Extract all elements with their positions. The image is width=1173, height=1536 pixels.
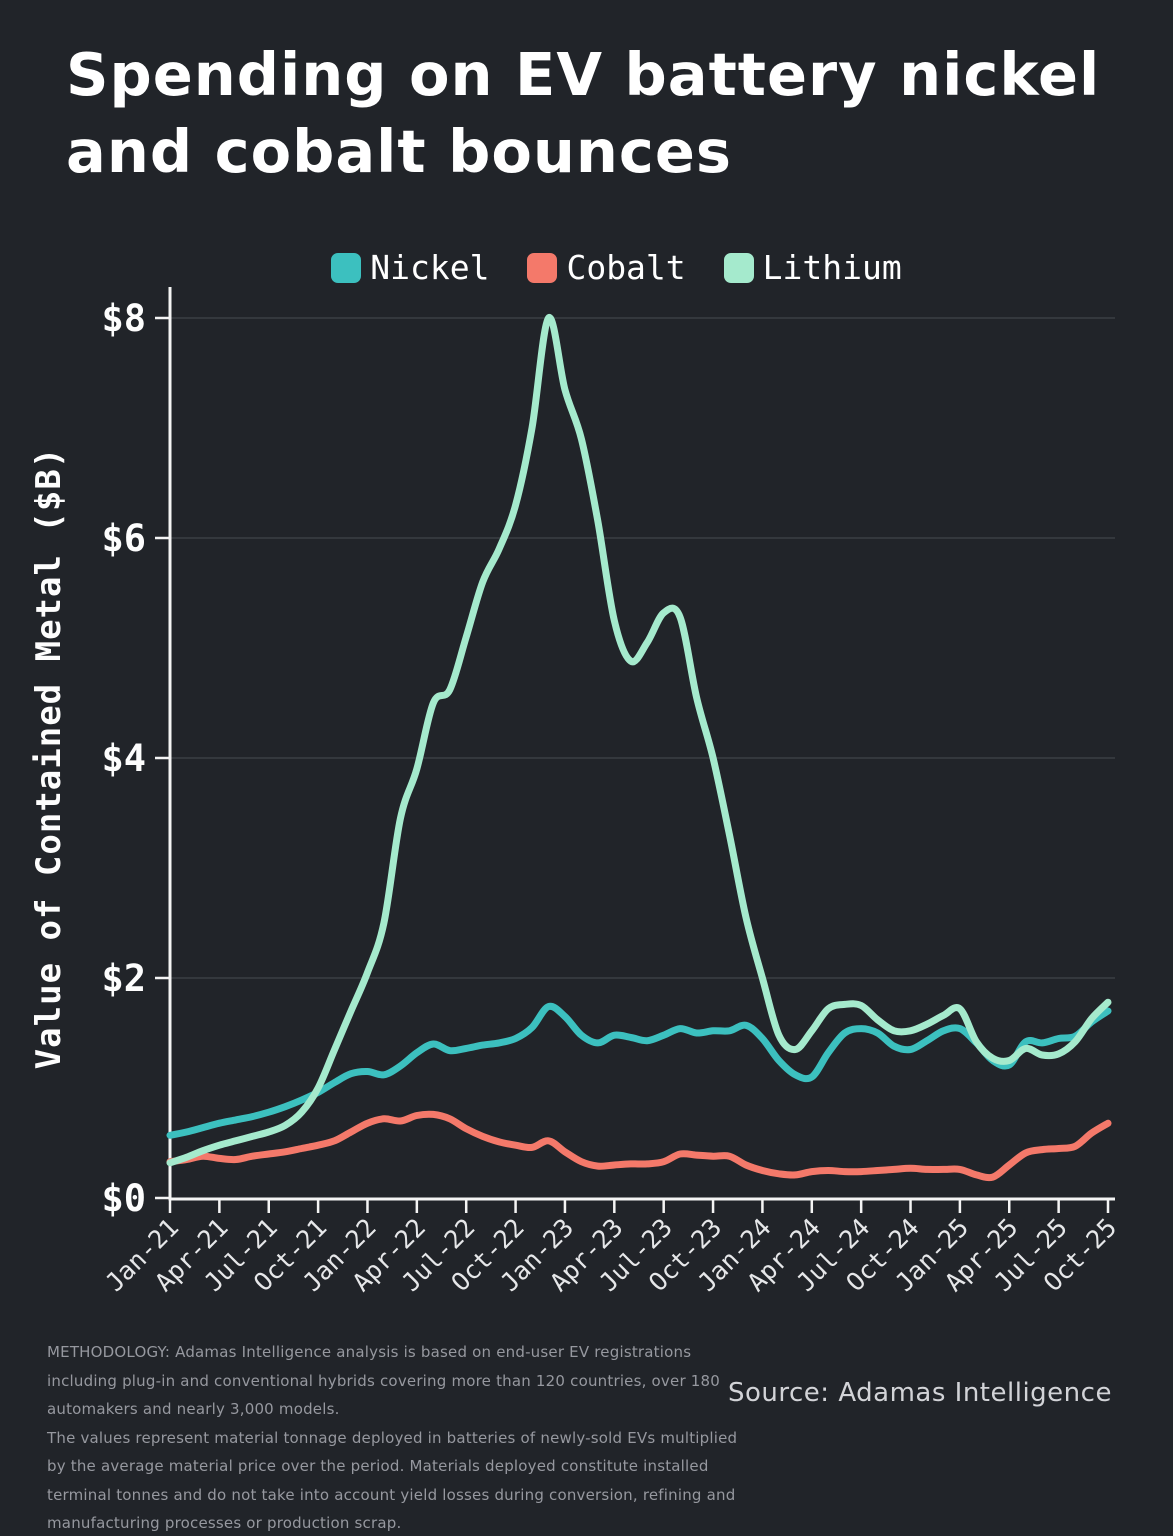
legend-swatch-nickel	[331, 252, 362, 283]
series-line-nickel	[166, 1002, 1112, 1139]
series-line-cobalt	[166, 1110, 1112, 1182]
methodology-line: METHODOLOGY: Adamas Intelligence analysi…	[47, 1343, 692, 1361]
methodology-line: automakers and nearly 3,000 models.	[47, 1400, 340, 1418]
methodology-note: METHODOLOGY: Adamas Intelligence analysi…	[47, 1338, 738, 1536]
legend-item-nickel: Nickel	[331, 248, 489, 287]
legend-item-cobalt: Cobalt	[527, 248, 686, 287]
title-line-1: Spending on EV battery nickel	[66, 40, 1101, 109]
page-title: Spending on EV battery nickel and cobalt …	[66, 36, 1100, 190]
legend: Nickel Cobalt Lithium	[30, 248, 1173, 287]
legend-label-nickel: Nickel	[370, 248, 490, 287]
y-tick-label: $0	[101, 1177, 146, 1220]
methodology-line: The values represent material tonnage de…	[47, 1428, 738, 1447]
legend-item-lithium: Lithium	[723, 248, 902, 287]
legend-swatch-cobalt	[527, 252, 558, 283]
source-note: Source: Adamas Intelligence	[728, 1378, 1112, 1408]
methodology-line: by the average material price over the p…	[47, 1457, 709, 1475]
legend-label-cobalt: Cobalt	[566, 248, 686, 287]
methodology-line: manufacturing processes or production sc…	[47, 1514, 402, 1532]
y-tick-label: $6	[101, 517, 146, 560]
methodology-line: including plug-in and conventional hybri…	[47, 1371, 721, 1390]
legend-label-lithium: Lithium	[762, 248, 902, 287]
series-line-lithium	[166, 314, 1112, 1167]
y-tick-label: $8	[101, 297, 146, 340]
title-line-2: and cobalt bounces	[66, 117, 732, 186]
y-axis-title: Value of Contained Metal ($B)	[29, 447, 69, 1070]
y-tick-label: $4	[101, 737, 146, 780]
legend-swatch-lithium	[723, 252, 754, 283]
y-tick-label: $2	[101, 957, 146, 1000]
methodology-line: terminal tonnes and do not take into acc…	[47, 1485, 736, 1504]
